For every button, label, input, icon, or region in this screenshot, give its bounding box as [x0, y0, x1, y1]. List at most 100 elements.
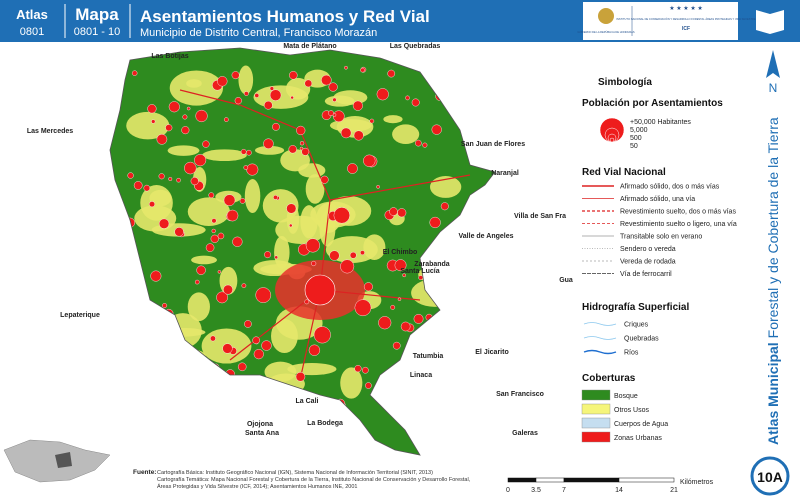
settlement — [133, 181, 143, 190]
settlement — [389, 207, 398, 216]
map-area — [110, 48, 495, 455]
settlement — [182, 114, 188, 120]
settlement — [378, 316, 392, 330]
place-label: Ojojona — [247, 421, 273, 428]
place-label: El Jicarito — [475, 349, 508, 356]
settlement — [405, 95, 410, 101]
place-label: Valle de Angeles — [459, 233, 514, 240]
place-label: La Cali — [296, 398, 319, 405]
legend-label: Revestimiento suelto o ligero, una vía — [620, 221, 737, 228]
other-use-patch — [187, 197, 230, 227]
settlement — [353, 130, 364, 141]
legend-heading: Población por Asentamientos — [582, 98, 723, 109]
place-label: Villa de San Fra — [514, 213, 566, 220]
legend-size: 50 — [630, 143, 638, 150]
side-title: Atlas Municipal Forestal y de Cobertura d… — [765, 117, 781, 445]
settlement — [155, 352, 160, 357]
other-use-patch — [191, 255, 217, 265]
other-use-patch — [244, 179, 261, 213]
settlement — [128, 320, 140, 332]
place-label: Santa Lucía — [400, 268, 439, 275]
settlement — [344, 65, 348, 70]
settlement — [289, 223, 293, 228]
settlement — [211, 228, 216, 234]
inset-map — [3, 439, 111, 483]
settlement — [333, 207, 350, 224]
place-label: Gua — [559, 277, 573, 284]
settlement — [428, 68, 435, 75]
settlement — [308, 344, 321, 356]
settlement — [246, 149, 252, 156]
legend-label: Criques — [624, 322, 649, 329]
settlement — [422, 142, 428, 148]
settlement — [340, 259, 355, 274]
settlement — [222, 343, 233, 354]
scale-tick: 21 — [670, 487, 678, 494]
place-label: Las Mercedes — [27, 128, 73, 135]
settlement — [328, 110, 334, 116]
logo-right: INSTITUTO NACIONAL DE CONSERVACIÓN Y DES… — [616, 16, 756, 21]
settlement — [263, 100, 273, 110]
scale-segment — [507, 477, 537, 483]
other-use-patch — [262, 189, 299, 223]
settlement — [363, 154, 376, 167]
legend-bubble — [609, 137, 615, 143]
legend-water — [583, 349, 617, 355]
settlement — [390, 304, 396, 310]
settlement — [311, 260, 317, 267]
other-use-patch — [383, 115, 403, 124]
logo-left: GOBIERNO DE LA REPÚBLICA DE HONDURAS — [577, 29, 634, 34]
settlement — [397, 208, 407, 218]
settlement — [296, 125, 306, 136]
settlement — [244, 320, 252, 328]
other-use-patch — [414, 366, 460, 393]
settlement — [165, 124, 173, 132]
legend-heading: Red Vial Nacional — [582, 167, 666, 178]
logo-code: ICF — [682, 26, 690, 32]
settlement — [181, 126, 190, 135]
settlement — [223, 284, 233, 295]
place-label: Las Quebradas — [390, 43, 441, 50]
legend-label: Bosque — [614, 393, 638, 400]
settlement — [211, 363, 220, 372]
settlement — [295, 372, 306, 382]
scale-tick: 0 — [506, 487, 510, 494]
other-use-patch — [178, 417, 211, 433]
scale-tick: 14 — [615, 487, 623, 494]
settlement — [354, 365, 362, 373]
scale-tick: 7 — [562, 487, 566, 494]
settlement — [397, 297, 402, 301]
settlement — [332, 97, 337, 102]
settlement — [217, 232, 225, 240]
settlement — [147, 104, 157, 114]
settlement — [305, 238, 320, 253]
settlement — [168, 177, 173, 181]
settlement — [243, 165, 249, 170]
other-use-patch — [219, 405, 232, 424]
other-use-patch — [218, 387, 257, 407]
other-use-patch — [238, 65, 254, 95]
settlement — [288, 145, 297, 154]
settlement — [304, 274, 336, 306]
settlement — [286, 203, 297, 214]
settlement — [186, 106, 191, 111]
scale-unit: Kilómetros — [680, 479, 714, 486]
settlement — [226, 381, 239, 394]
settlement — [398, 404, 409, 415]
atlas-code: 0801 — [20, 26, 44, 38]
other-use-patch — [126, 111, 170, 140]
settlement — [234, 97, 242, 105]
settlement — [124, 353, 138, 366]
stars: ★ ★ ★ ★ ★ — [669, 5, 703, 12]
settlement — [440, 202, 449, 211]
settlement — [240, 148, 247, 155]
other-use-patch — [254, 145, 285, 155]
place-label: Mata de Plátano — [283, 43, 336, 50]
settlement — [376, 185, 380, 189]
other-use-patch — [409, 394, 439, 429]
other-use-patch — [298, 163, 326, 178]
settlement — [340, 127, 352, 139]
settlement — [289, 71, 298, 80]
settlement — [426, 401, 431, 405]
settlement — [210, 335, 216, 342]
